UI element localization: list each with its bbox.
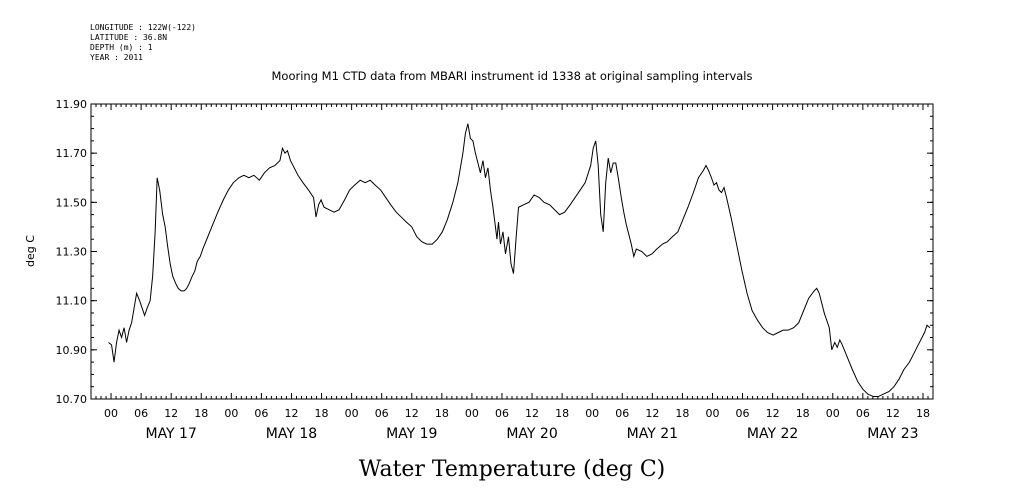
y-tick-label: 11.70 xyxy=(56,147,88,160)
metadata-block: LONGITUDE : 122W(-122) LATITUDE : 36.8N … xyxy=(90,23,196,62)
y-tick-label: 11.50 xyxy=(56,196,88,209)
x-tick-label: 12 xyxy=(645,407,659,420)
x-tick-label: 00 xyxy=(826,407,840,420)
x-tick-label: 12 xyxy=(284,407,298,420)
x-tick-label: 00 xyxy=(465,407,479,420)
x-tick-label: 00 xyxy=(224,407,238,420)
x-tick-label: 06 xyxy=(254,407,268,420)
longitude-label: LONGITUDE : 122W(-122) xyxy=(90,23,196,32)
x-tick-label: 06 xyxy=(736,407,750,420)
y-tick-label: 10.90 xyxy=(56,344,88,357)
x-day-label: MAY 23 xyxy=(867,426,918,442)
x-tick-label: 18 xyxy=(675,407,689,420)
x-tick-label: 12 xyxy=(164,407,178,420)
x-tick-label: 06 xyxy=(375,407,389,420)
y-tick-label: 11.30 xyxy=(56,246,88,259)
x-day-label: MAY 19 xyxy=(386,426,437,442)
year-label: YEAR : 2011 xyxy=(90,53,143,62)
x-tick-label: 00 xyxy=(585,407,599,420)
y-tick-label: 11.90 xyxy=(56,98,88,111)
x-axis: 00 06 12 18 00 06 12 18 00 06 12 18 00 06 12 18 00 06 12 18… xyxy=(90,104,934,442)
x-tick-label: 18 xyxy=(315,407,329,420)
series-line xyxy=(108,123,931,398)
x-day-label: MAY 18 xyxy=(266,426,317,442)
x-tick-label: 18 xyxy=(435,407,449,420)
x-tick-label: 06 xyxy=(495,407,509,420)
depth-label: DEPTH (m) : 1 xyxy=(90,43,153,52)
y-axis: 10.70 10.90 11.10 11.30 11.50 11.70 11.90 xyxy=(56,98,933,406)
x-day-label: MAY 20 xyxy=(506,426,557,442)
y-tick-label: 10.70 xyxy=(56,393,88,406)
y-axis-label: deg C xyxy=(24,235,37,267)
y-tick-label: 11.10 xyxy=(56,295,88,308)
x-axis-label: Water Temperature (deg C) xyxy=(359,457,666,482)
x-tick-label: 00 xyxy=(705,407,719,420)
chart-title: Mooring M1 CTD data from MBARI instrumen… xyxy=(272,69,753,83)
x-tick-label: 18 xyxy=(194,407,208,420)
plot-frame xyxy=(90,103,934,400)
latitude-label: LATITUDE : 36.8N xyxy=(90,33,167,42)
x-tick-label: 06 xyxy=(856,407,870,420)
series-group xyxy=(108,123,931,398)
x-tick-label: 12 xyxy=(766,407,780,420)
x-tick-label: 06 xyxy=(615,407,629,420)
x-day-label: MAY 22 xyxy=(747,426,798,442)
x-tick-label: 12 xyxy=(886,407,900,420)
x-tick-label: 18 xyxy=(916,407,930,420)
x-tick-label: 00 xyxy=(345,407,359,420)
x-day-label: MAY 21 xyxy=(627,426,678,442)
x-tick-label: 00 xyxy=(104,407,118,420)
x-tick-label: 18 xyxy=(796,407,810,420)
x-tick-label: 12 xyxy=(525,407,539,420)
x-tick-label: 12 xyxy=(405,407,419,420)
x-tick-label: 06 xyxy=(134,407,148,420)
x-tick-label: 18 xyxy=(555,407,569,420)
x-day-label: MAY 17 xyxy=(145,426,196,442)
